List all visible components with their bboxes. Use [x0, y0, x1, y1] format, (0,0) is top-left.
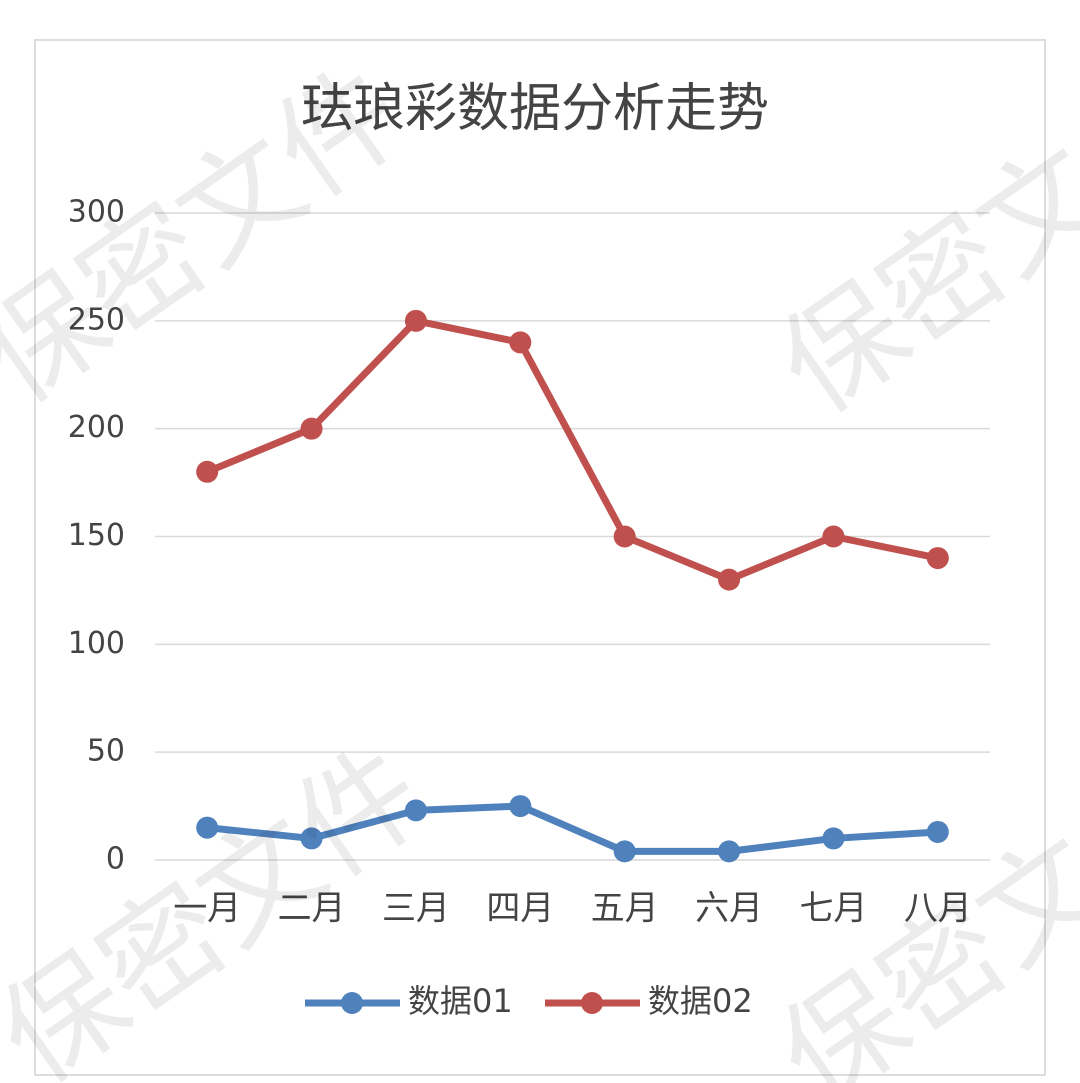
data-point [509, 795, 532, 818]
data-point [509, 331, 532, 354]
x-tick-label: 八月 [904, 889, 972, 929]
series-line [206, 802, 939, 855]
data-point [613, 525, 636, 548]
data-point [613, 840, 636, 863]
y-tick-label: 300 [68, 195, 125, 230]
data-point [718, 840, 741, 863]
y-tick-label: 200 [68, 410, 125, 445]
legend-marker [341, 992, 363, 1014]
x-tick-label: 五月 [591, 889, 659, 929]
legend-label: 数据01 [408, 982, 513, 1020]
series-line [205, 317, 939, 584]
y-tick-label: 150 [68, 518, 125, 553]
x-tick-label: 六月 [695, 889, 763, 929]
data-point [926, 820, 949, 843]
y-tick-label: 250 [68, 302, 125, 337]
legend-marker [581, 992, 603, 1014]
x-tick-label: 四月 [486, 889, 554, 929]
x-tick-label: 一月 [173, 889, 241, 929]
data-point [196, 816, 219, 839]
data-point [404, 799, 427, 822]
y-tick-label: 50 [87, 734, 125, 769]
y-tick-label: 0 [106, 842, 125, 877]
data-point [822, 525, 845, 548]
data-point [300, 827, 323, 850]
x-tick-label: 三月 [382, 889, 450, 929]
data-point [926, 547, 949, 570]
x-tick-label: 七月 [799, 889, 867, 929]
data-point [822, 827, 845, 850]
legend-label: 数据02 [648, 982, 753, 1020]
data-point [718, 568, 741, 591]
y-tick-label: 100 [68, 626, 125, 661]
data-point [404, 309, 427, 332]
x-tick-label: 二月 [278, 889, 346, 929]
data-point [196, 460, 219, 483]
chart-title: 珐琅彩数据分析走势 [301, 79, 769, 139]
data-point [300, 417, 323, 440]
